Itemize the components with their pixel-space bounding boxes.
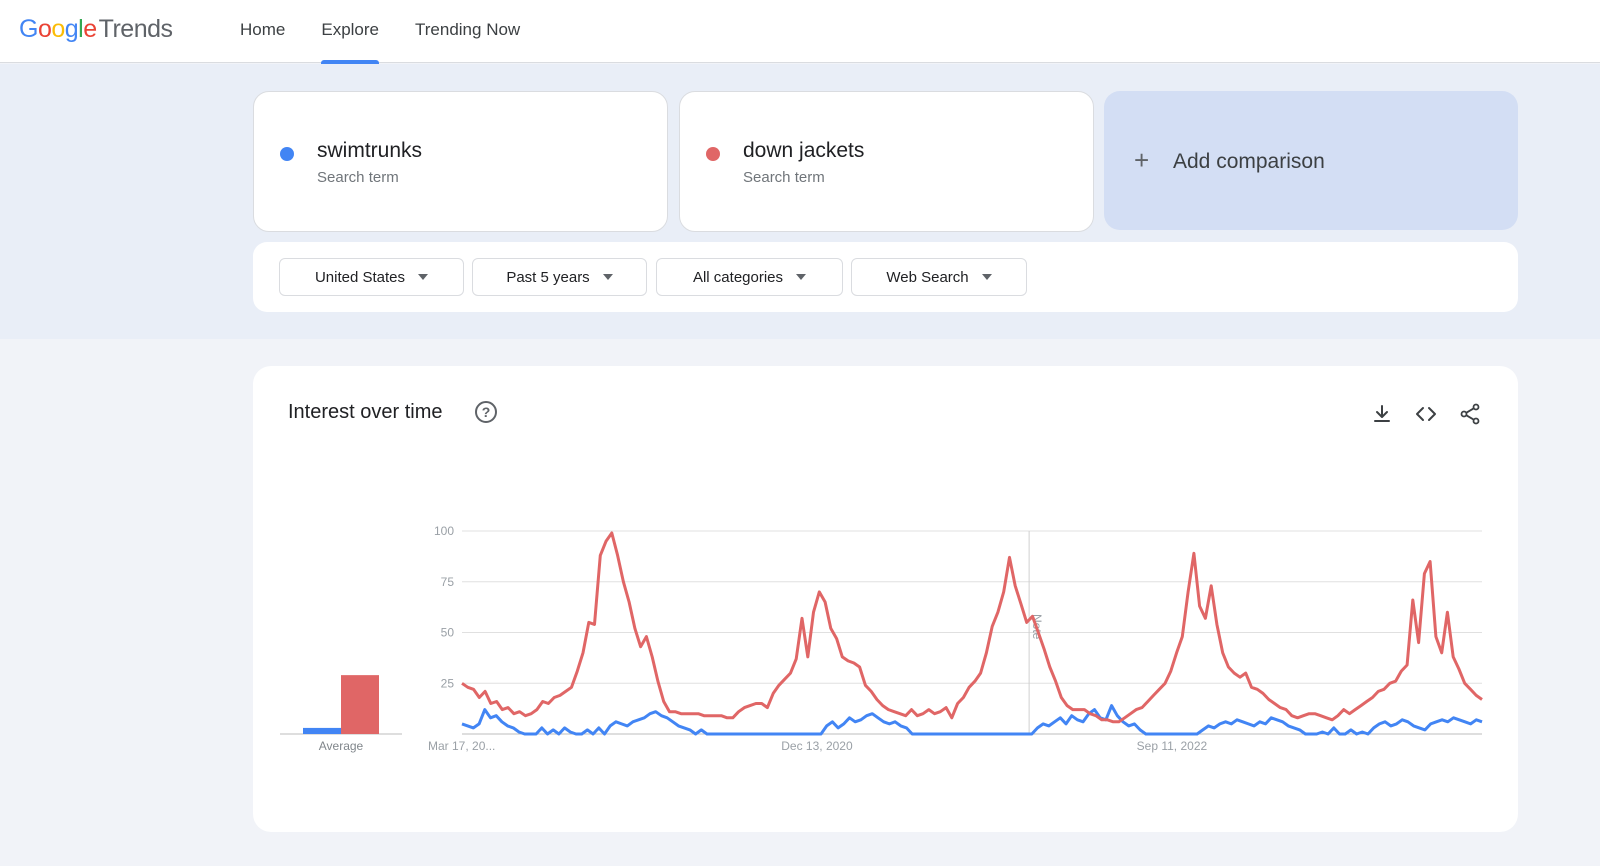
y-tick-label: 100	[434, 524, 454, 538]
y-tick-label: 25	[441, 676, 455, 690]
embed-code-icon[interactable]	[1414, 402, 1438, 426]
x-tick-label: Mar 17, 20...	[428, 739, 495, 753]
caret-down-icon	[418, 274, 429, 280]
category-dropdown[interactable]: All categories	[656, 258, 843, 296]
x-tick-label: Sep 11, 2022	[1137, 739, 1208, 753]
help-circle-icon[interactable]: ?	[475, 401, 497, 423]
average-bar-swimtrunks	[303, 727, 341, 734]
chart-title: Interest over time	[288, 401, 443, 423]
plus-icon: +	[1134, 145, 1150, 175]
caret-down-icon	[796, 274, 807, 280]
term-type: Search term	[743, 169, 825, 186]
x-axis-labels: Mar 17, 20... Dec 13, 2020 Sep 11, 2022	[428, 739, 1207, 753]
y-tick-label: 75	[441, 575, 455, 589]
chart-series[interactable]	[461, 531, 1483, 736]
category-dropdown-label: All categories	[692, 268, 784, 286]
caret-down-icon	[602, 274, 613, 280]
series-color-dot	[706, 147, 720, 161]
filter-bar: United States Past 5 years All categorie…	[253, 242, 1518, 312]
time-range-dropdown[interactable]: Past 5 years	[472, 258, 647, 296]
download-icon[interactable]	[1370, 402, 1394, 426]
region-dropdown-label: United States	[314, 268, 406, 286]
x-tick-label: Dec 13, 2020	[781, 739, 853, 753]
term-name: down jackets	[743, 139, 865, 162]
search-type-dropdown[interactable]: Web Search	[851, 258, 1027, 296]
time-range-dropdown-label: Past 5 years	[506, 268, 590, 286]
series-line-down-jackets	[461, 531, 1483, 724]
series-line-swimtrunks	[461, 704, 1483, 736]
search-type-dropdown-label: Web Search	[886, 268, 969, 286]
add-comparison-label: Add comparison	[1173, 150, 1325, 173]
term-type: Search term	[317, 169, 399, 186]
nav-trending-now[interactable]: Trending Now	[415, 20, 521, 39]
region-dropdown[interactable]: United States	[279, 258, 464, 296]
term-card-down-jackets[interactable]: down jackets Search term	[679, 91, 1094, 232]
average-label: Average	[319, 739, 364, 753]
logo-product-name: Trends	[98, 15, 173, 43]
average-bars: Average	[280, 675, 402, 753]
y-tick-label: 50	[441, 626, 455, 640]
nav-home[interactable]: Home	[240, 20, 286, 39]
main-nav: Home Explore Trending Now	[222, 0, 538, 64]
interest-over-time-card: Interest over time ?	[253, 366, 1518, 832]
add-comparison-button[interactable]: + Add comparison	[1104, 91, 1518, 230]
series-color-dot	[280, 147, 294, 161]
term-card-swimtrunks[interactable]: swimtrunks Search term	[253, 91, 668, 232]
share-icon[interactable]	[1458, 402, 1482, 426]
caret-down-icon	[981, 274, 992, 280]
term-name: swimtrunks	[317, 139, 423, 162]
average-bar-down-jackets	[341, 675, 379, 734]
nav-explore[interactable]: Explore	[303, 0, 397, 64]
